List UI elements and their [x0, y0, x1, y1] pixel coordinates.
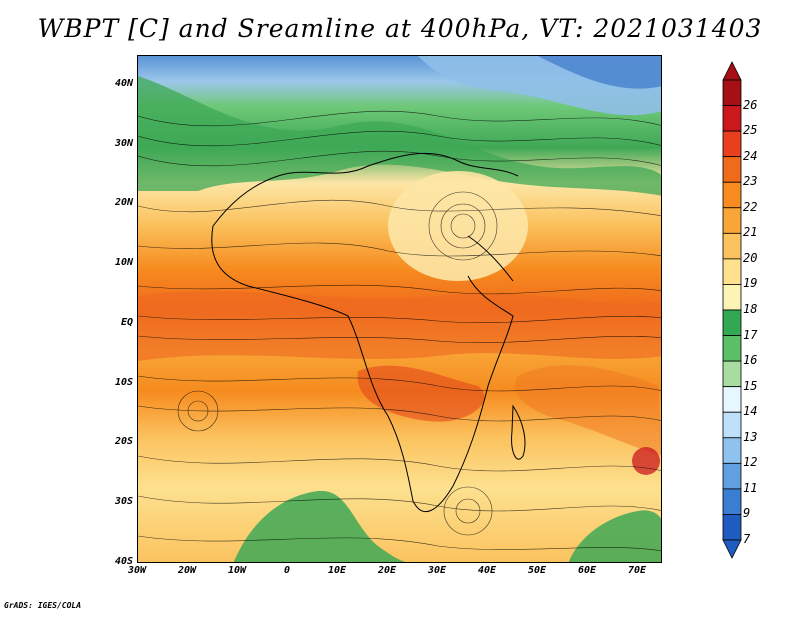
colorbar-segment — [722, 258, 742, 285]
colorbar-tick-label: 17 — [743, 327, 758, 342]
colorbar-segment — [722, 462, 742, 490]
colorbar-tick-label: 24 — [743, 148, 758, 163]
colorbar-upper-arrow — [722, 61, 742, 81]
colorbar-tick-label: 19 — [743, 276, 758, 291]
lat-tick-label: 30N — [114, 137, 133, 149]
colorbar-tick-label: 18 — [743, 302, 758, 316]
colorbar-tick-label: 23 — [743, 174, 758, 189]
colorbar — [722, 61, 742, 559]
colorbar-segment — [722, 437, 742, 464]
colorbar-segment — [722, 514, 742, 541]
colorbar-segment — [722, 156, 742, 183]
lat-tick-label: 30S — [114, 496, 133, 508]
lon-tick-label: 60E — [577, 565, 597, 576]
map-title: WBPT [C] and Sreamline at 400hPa, VT: 20… — [37, 14, 763, 43]
grads-credit: GrADS: IGES/COLA — [4, 601, 82, 610]
colorbar-tick-label: 16 — [743, 353, 758, 368]
lat-tick-label: 10N — [114, 257, 133, 269]
colorbar-tick-label: 25 — [743, 123, 758, 138]
colorbar-tick-label: 14 — [743, 404, 758, 419]
colorbar-tick-label: 9 — [743, 506, 751, 521]
lon-tick-label: 30E — [427, 565, 447, 576]
colorbar-segment — [722, 360, 742, 388]
colorbar-segment — [722, 79, 742, 106]
lat-tick-label: 20N — [114, 197, 133, 209]
colorbar-tick-label: 12 — [743, 455, 758, 470]
colorbar-segment — [722, 386, 742, 413]
lon-tick-label: 10E — [327, 565, 347, 576]
colorbar-segment — [722, 309, 742, 336]
colorbar-segment — [722, 105, 742, 132]
colorbar-lower-arrow — [722, 539, 742, 559]
lat-tick-label: 20S — [114, 436, 133, 448]
colorbar-segment — [722, 411, 742, 439]
colorbar-tick-label: 20 — [743, 250, 758, 265]
colorbar-tick-label: 26 — [743, 97, 758, 112]
map-plot — [137, 55, 662, 563]
colorbar-segment — [722, 335, 742, 362]
colorbar-tick-label: 7 — [743, 532, 751, 546]
colorbar-tick-label: 11 — [743, 480, 758, 495]
colorbar-segment — [722, 181, 742, 209]
colorbar-segment — [722, 284, 742, 311]
colorbar-tick-label: 21 — [743, 225, 758, 240]
lat-tick-label: 10S — [114, 376, 133, 388]
lon-tick-label: 20E — [377, 565, 397, 576]
lon-tick-label: 40E — [477, 565, 497, 576]
colorbar-segment — [722, 488, 742, 515]
lon-tick-label: 20W — [177, 565, 197, 576]
lon-tick-label: 30W — [127, 565, 147, 576]
lon-tick-label: 10W — [227, 565, 247, 576]
wbpt-field — [138, 56, 661, 562]
lat-tick-label: 40S — [114, 556, 133, 567]
lat-tick-label: EQ — [120, 316, 133, 328]
colorbar-tick-label: 13 — [743, 429, 758, 444]
colorbar-tick-label: 15 — [743, 378, 758, 393]
colorbar-tick-label: 22 — [743, 199, 758, 214]
colorbar-segment — [722, 232, 742, 260]
lon-tick-label: 0 — [283, 565, 291, 576]
colorbar-segment — [722, 130, 742, 158]
colorbar-segment — [722, 207, 742, 234]
lon-tick-label: 50E — [527, 565, 547, 576]
lat-tick-label: 40N — [114, 77, 133, 89]
lon-tick-label: 70E — [627, 565, 647, 576]
